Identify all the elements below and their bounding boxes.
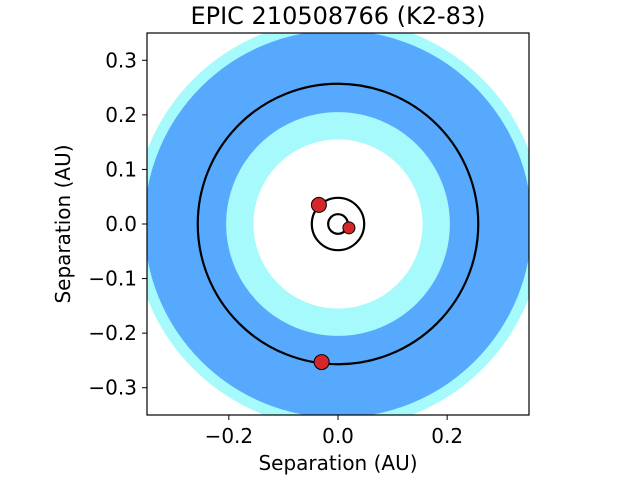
plot-area bbox=[147, 33, 529, 415]
y-tick-label: 0.3 bbox=[105, 48, 137, 72]
planet-3 bbox=[313, 354, 330, 371]
inner-clear-zone bbox=[253, 139, 423, 309]
x-tick-label: 0.2 bbox=[431, 424, 463, 448]
axes: −0.2 0.0 0.2 −0.3 −0.2 −0.1 0.0 0.1 0.2 0.3 bbox=[88, 48, 463, 448]
y-tick-label: −0.3 bbox=[88, 376, 137, 400]
planet-1 bbox=[342, 221, 356, 235]
y-axis-label: Separation (AU) bbox=[51, 144, 75, 303]
planet-2 bbox=[310, 196, 327, 213]
y-tick-label: 0.2 bbox=[105, 103, 137, 127]
x-tick-label: −0.2 bbox=[205, 424, 254, 448]
x-tick-label: 0.0 bbox=[322, 424, 354, 448]
y-tick-label: 0.0 bbox=[105, 212, 137, 236]
x-axis-label: Separation (AU) bbox=[258, 451, 417, 475]
y-tick-label: 0.1 bbox=[105, 157, 137, 181]
chart-title: EPIC 210508766 (K2-83) bbox=[190, 2, 485, 30]
y-tick-label: −0.2 bbox=[88, 321, 137, 345]
orbit-3 bbox=[196, 82, 480, 366]
y-tick-label: −0.1 bbox=[88, 267, 137, 291]
orbit-2 bbox=[310, 196, 366, 252]
